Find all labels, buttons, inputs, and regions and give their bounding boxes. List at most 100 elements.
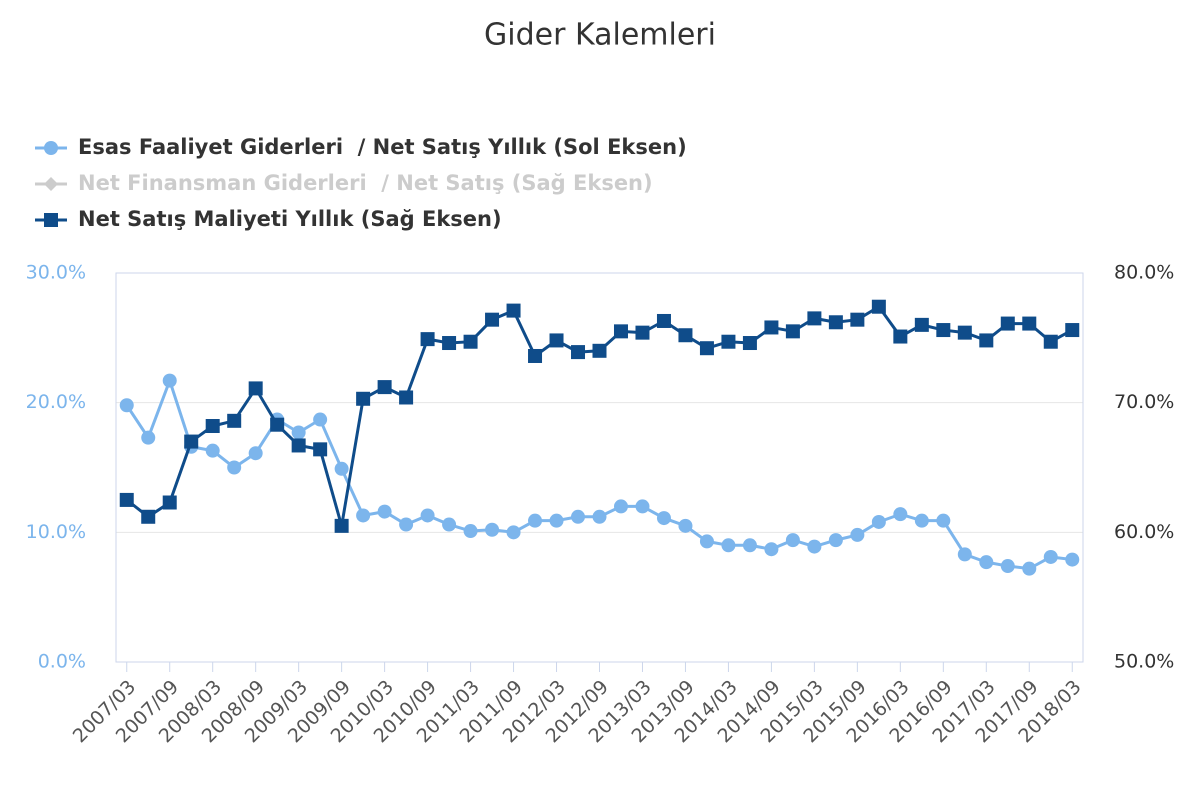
point [850, 312, 865, 327]
point [828, 315, 843, 330]
point [1043, 549, 1058, 564]
point [807, 539, 822, 554]
point [936, 513, 951, 528]
point [957, 547, 972, 562]
point [850, 527, 865, 542]
point [678, 328, 693, 343]
point [334, 461, 349, 476]
point [721, 538, 736, 553]
y2-tick-label: 60.0% [1114, 521, 1174, 543]
point [141, 509, 156, 524]
point [807, 311, 822, 326]
point [506, 303, 521, 318]
chart-title: Gider Kalemleri [484, 18, 716, 53]
legend-marker [44, 213, 58, 227]
point [678, 518, 693, 533]
point [162, 495, 177, 510]
point [914, 317, 929, 332]
point [528, 513, 543, 528]
point [485, 312, 500, 327]
y-tick-label: 30.0% [26, 262, 86, 284]
point [721, 334, 736, 349]
point [742, 336, 757, 351]
point [463, 524, 478, 539]
point [592, 343, 607, 358]
point [699, 534, 714, 549]
point [635, 325, 650, 340]
point [1065, 323, 1080, 338]
point [828, 533, 843, 548]
point [936, 323, 951, 338]
point [420, 332, 435, 347]
point [463, 334, 478, 349]
point [291, 438, 306, 453]
point [613, 324, 628, 339]
point [162, 373, 177, 388]
point [227, 460, 242, 475]
point [420, 508, 435, 523]
point [313, 442, 328, 457]
point [141, 430, 156, 445]
point [205, 443, 220, 458]
point [549, 333, 564, 348]
y-tick-label: 20.0% [26, 391, 86, 413]
point [893, 507, 908, 522]
point [227, 413, 242, 428]
point [742, 538, 757, 553]
point [871, 299, 886, 314]
point [184, 434, 199, 449]
point [270, 417, 285, 432]
point [1022, 316, 1037, 331]
point [248, 446, 263, 461]
point [506, 525, 521, 540]
point [613, 499, 628, 514]
point [549, 513, 564, 528]
point [1043, 334, 1058, 349]
legend-label: Esas Faaliyet Giderleri / Net Satış Yıll… [78, 135, 687, 159]
y2-tick-label: 70.0% [1114, 391, 1174, 413]
point [1000, 559, 1015, 574]
y-tick-label: 10.0% [26, 521, 86, 543]
point [313, 412, 328, 427]
point [871, 514, 886, 529]
point [656, 511, 671, 526]
point [764, 542, 779, 557]
point [957, 325, 972, 340]
point [571, 509, 586, 524]
point [119, 492, 134, 507]
point [656, 313, 671, 328]
point [528, 348, 543, 363]
legend-label: Net Finansman Giderleri / Net Satış (Sağ… [78, 171, 653, 195]
point [592, 509, 607, 524]
point [356, 391, 371, 406]
point [442, 336, 457, 351]
point [635, 499, 650, 514]
point [699, 341, 714, 356]
point [979, 555, 994, 570]
point [119, 398, 134, 413]
legend-marker [44, 177, 58, 191]
y2-tick-label: 80.0% [1114, 262, 1174, 284]
point [485, 522, 500, 537]
point [1000, 316, 1015, 331]
point [356, 508, 371, 523]
point [785, 533, 800, 548]
y2-tick-label: 50.0% [1114, 651, 1174, 673]
point [979, 333, 994, 348]
point [442, 517, 457, 532]
y-tick-label: 0.0% [38, 651, 86, 673]
point [291, 425, 306, 440]
point [785, 324, 800, 339]
point [399, 517, 414, 532]
point [377, 504, 392, 519]
point [571, 345, 586, 360]
legend-marker [44, 141, 58, 155]
point [764, 320, 779, 335]
point [248, 381, 263, 396]
point [1065, 552, 1080, 567]
point [205, 419, 220, 434]
point [914, 513, 929, 528]
point [893, 329, 908, 344]
point [334, 518, 349, 533]
